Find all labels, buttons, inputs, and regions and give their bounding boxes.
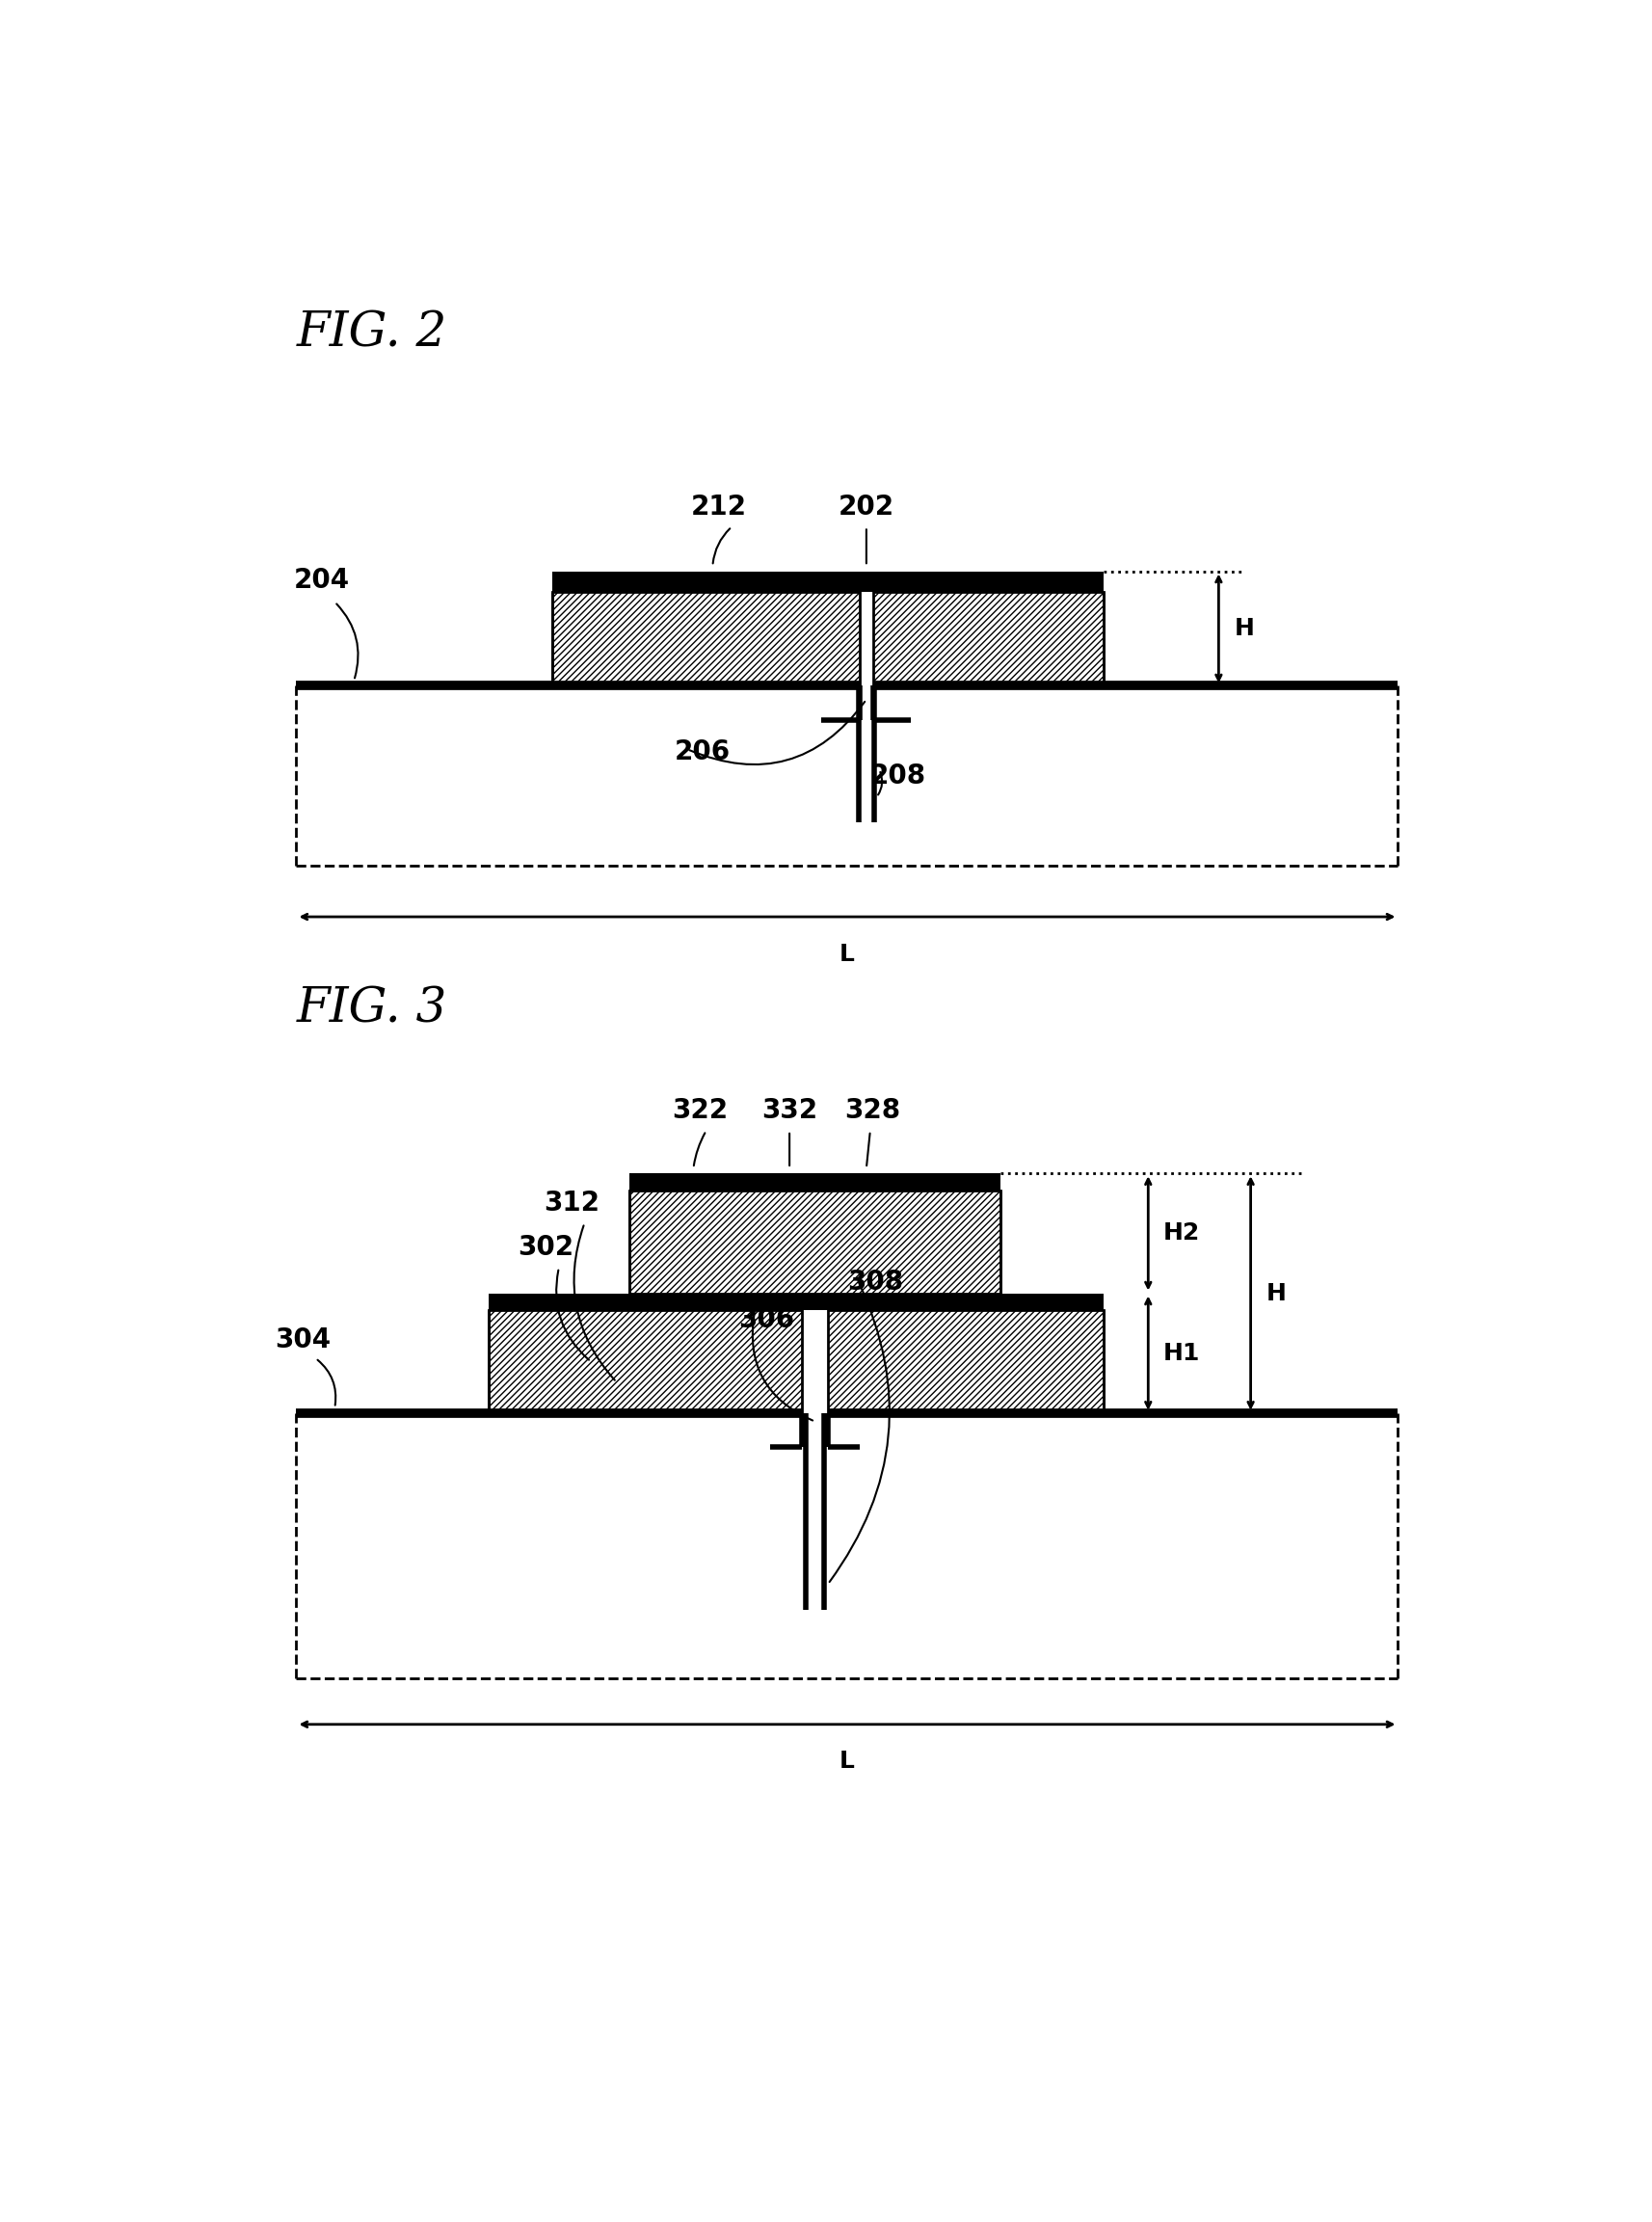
Text: FIG. 3: FIG. 3: [296, 984, 446, 1033]
Text: L: L: [839, 942, 854, 967]
Text: H: H: [1265, 1282, 1285, 1304]
Bar: [489, 1311, 801, 1413]
Text: 306: 306: [738, 1307, 795, 1333]
Bar: [872, 591, 1104, 687]
Text: 208: 208: [869, 762, 925, 789]
Bar: [629, 1173, 1001, 1191]
Text: H: H: [1234, 618, 1254, 640]
Text: FIG. 2: FIG. 2: [296, 309, 446, 358]
Text: 204: 204: [294, 567, 350, 593]
Text: 212: 212: [691, 493, 747, 520]
Text: 328: 328: [844, 1098, 900, 1124]
Text: 322: 322: [671, 1098, 727, 1124]
Text: H1: H1: [1163, 1342, 1199, 1364]
Text: 332: 332: [762, 1098, 818, 1124]
Bar: [828, 1311, 1104, 1413]
Bar: [489, 1293, 1104, 1311]
Bar: [552, 571, 1104, 591]
Text: 308: 308: [847, 1269, 902, 1295]
Text: L: L: [839, 1751, 854, 1773]
Bar: [552, 591, 859, 687]
Bar: [629, 1191, 1001, 1293]
Text: 202: 202: [838, 493, 894, 520]
Text: 206: 206: [674, 738, 730, 764]
Text: 304: 304: [274, 1327, 330, 1353]
Text: H2: H2: [1163, 1222, 1199, 1244]
Text: 312: 312: [544, 1189, 600, 1218]
Text: 302: 302: [517, 1235, 573, 1262]
